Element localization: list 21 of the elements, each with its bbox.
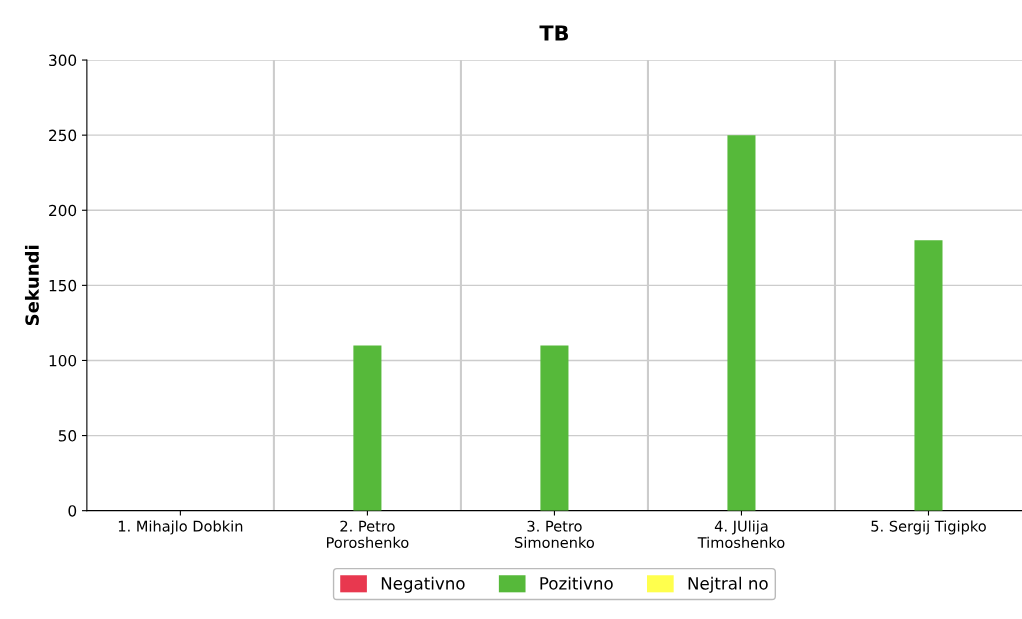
x-tick-label: 2. Petro Poroshenko <box>327 520 409 549</box>
legend-label: Nejtral no <box>688 576 768 593</box>
y-tick-label: 50 <box>58 430 77 442</box>
legend-label: Pozitivno <box>540 576 613 590</box>
y-axis-title: Sekundi <box>24 245 39 326</box>
x-tick-label: 3. Petro Simonenko <box>515 520 594 549</box>
bar <box>540 345 569 511</box>
legend-label: Negativno <box>381 576 465 593</box>
y-tick-label: 200 <box>49 204 77 217</box>
chart-title: TB <box>539 25 569 41</box>
x-tick-label: 1. Mihajlo Dobkin <box>118 520 243 535</box>
y-tick-label: 150 <box>49 279 77 292</box>
bar <box>914 240 943 511</box>
y-tick-label: 300 <box>49 54 77 67</box>
y-tick-label: 0 <box>68 505 77 517</box>
y-tick-label: 100 <box>49 354 77 367</box>
y-tick-label: 250 <box>49 129 77 142</box>
x-tick-label: 5. Sergij Tigipko <box>871 520 986 535</box>
bar <box>353 345 382 511</box>
x-tick-label: 4. JUlija Timoshenko <box>697 520 785 549</box>
bar <box>727 135 756 511</box>
